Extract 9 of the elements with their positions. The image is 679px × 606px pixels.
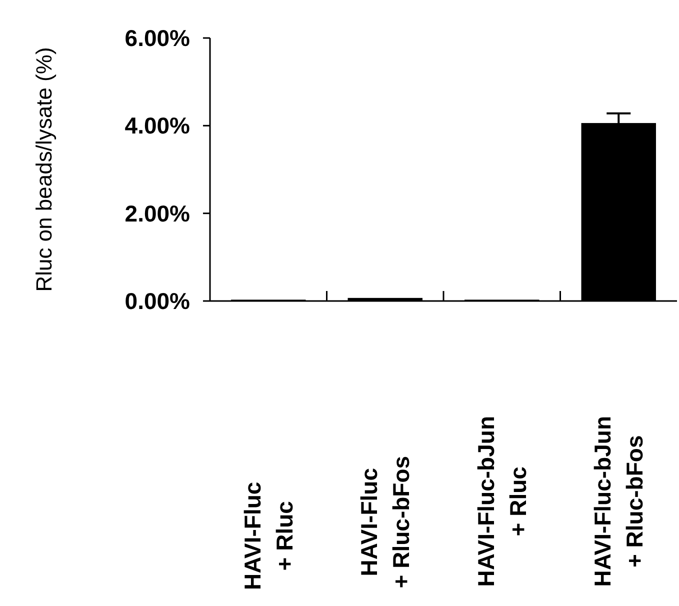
x-tick-label: HAVI-Fluc-bJun + Rluc-bFos [590,416,648,587]
y-tick-label: 6.00% [124,25,190,52]
x-tick-label: HAVI-Fluc-bJun + Rluc [472,416,531,587]
y-tick-label: 0.00% [124,288,190,314]
y-tick-label: 2.00% [124,200,190,226]
y-tick-label: 4.00% [124,112,190,139]
y-axis-title: Rluc on beads/lysate (%) [32,47,57,292]
x-tick-label: HAVI-Fluc + Rluc-bFos [356,456,414,588]
x-tick-label: HAVI-Fluc + Rluc [239,482,298,590]
